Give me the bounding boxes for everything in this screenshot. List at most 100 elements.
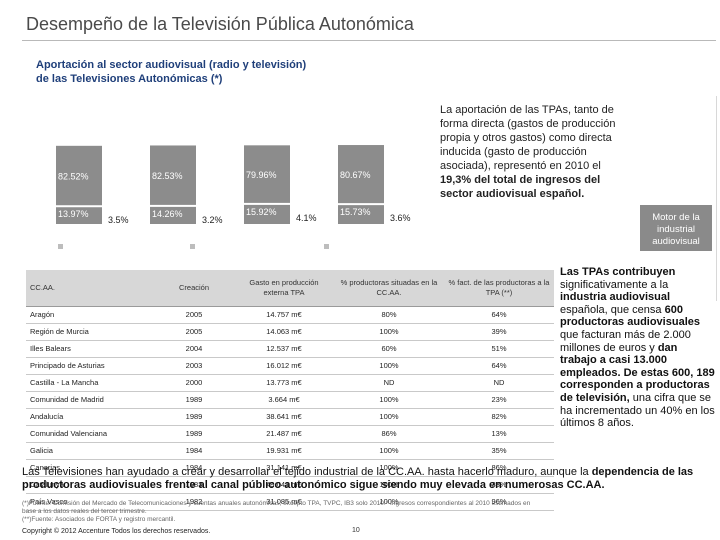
col-header-ccaa: CC.AA. (26, 270, 154, 307)
tpas-text-1: significativamente a la (560, 278, 669, 291)
table-cell: Canarias (26, 459, 154, 477)
label-side-1: 3.5% (108, 215, 129, 225)
bar-top-4 (338, 145, 384, 204)
contribution-description: La aportación de las TPAs, tanto de form… (440, 103, 635, 201)
table-cell: 51% (444, 340, 554, 358)
title-divider (22, 40, 716, 41)
table-cell: 100% (334, 493, 444, 511)
table-row: Galicia 1984 19.931 m€ 100% 35% (26, 442, 554, 460)
table-cell: 21.487 m€ (234, 425, 334, 443)
label-top-2: 82.53% (152, 171, 183, 181)
table-cell: 14.063 m€ (234, 323, 334, 341)
table-cell: 12.537 m€ (234, 340, 334, 358)
table-cell: 2005 (154, 323, 234, 341)
table-cell: 14.757 m€ (234, 306, 334, 324)
tpas-text-3: que facturan más de 2.000 millones de eu… (560, 328, 691, 354)
legend-marker-1 (58, 244, 63, 249)
tpas-description: Las TPAs contribuyen significativamente … (560, 266, 716, 430)
table-cell: 100% (334, 476, 444, 494)
tpas-bold-3: 600 productoras audiovisuales (560, 303, 700, 329)
table-cell: 31.085 m€ (234, 493, 334, 511)
tpas-bold-4: dan trabajo a casi 13.000 empleados. De … (560, 341, 715, 404)
table-cell: 1984 (154, 442, 234, 460)
table-cell: 13% (444, 425, 554, 443)
table-cell: 82% (444, 408, 554, 426)
side-divider (716, 96, 717, 301)
table-cell: 19.931 m€ (234, 442, 334, 460)
table-cell: Aragón (26, 306, 154, 324)
table-cell: 3.664 m€ (234, 391, 334, 409)
table-row: Illes Balears 2004 12.537 m€ 60% 51% (26, 340, 554, 358)
table-cell: 1989 (154, 408, 234, 426)
table-cell: 80% (334, 306, 444, 324)
conclusion-bold: dependencia de las productoras audiovisu… (22, 466, 694, 491)
table-cell: 100% (334, 391, 444, 409)
table-row: Región de Murcia 2005 14.063 m€ 100% 39% (26, 323, 554, 341)
label-top-3: 79.96% (246, 170, 277, 180)
table-cell: 1982 (154, 493, 234, 511)
table-cell: 2004 (154, 340, 234, 358)
table-header-row: CC.AA. Creación Gasto en producción exte… (26, 270, 554, 307)
chart-title-line1: Aportación al sector audiovisual (radio … (36, 59, 307, 71)
contribution-highlight: 19,3% del total de ingresos del sector a… (440, 174, 601, 200)
table-cell: 2003 (154, 357, 234, 375)
page-title: Desempeño de la Televisión Pública Auton… (26, 14, 414, 34)
table-cell: Castilla - La Mancha (26, 374, 154, 392)
bar-bottom-1 (56, 207, 102, 224)
chart-title: Aportación al sector audiovisual (radio … (36, 58, 396, 86)
table-cell: 35% (444, 442, 554, 460)
tpas-bold-1: Las TPAs contribuyen (560, 266, 676, 278)
note-line-1: (*)Fuente: Comisión del Mercado de Telec… (22, 500, 531, 515)
bar-bottom-3 (244, 204, 290, 224)
table-cell: 2000 (154, 374, 234, 392)
col-header-creacion: Creación (154, 270, 234, 307)
table-cell: 1989 (154, 391, 234, 409)
table-cell: 64% (444, 306, 554, 324)
legend-marker-3 (324, 244, 329, 249)
table-cell: ND (444, 374, 554, 392)
table-cell: 100% (334, 408, 444, 426)
table-cell: 49.041 m€ (234, 476, 334, 494)
table-cell: Comunidad Valenciana (26, 425, 154, 443)
table-cell: Illes Balears (26, 340, 154, 358)
col-header-productoras: % productoras situadas en la CC.AA. (334, 270, 444, 307)
label-top-4: 80.67% (340, 170, 371, 180)
table-cell: 96% (444, 493, 554, 511)
tpas-bold-2: industria audiovisual (560, 291, 671, 304)
table-cell: Andalucía (26, 408, 154, 426)
table-row: Principado de Asturias 2003 16.012 m€ 100% 6… (26, 357, 554, 375)
label-side-4: 3.6% (390, 213, 411, 223)
label-bottom-4: 15.73% (340, 207, 371, 217)
table-cell: 100% (334, 459, 444, 477)
table-cell: 86% (444, 459, 554, 477)
table-cell: Galicia (26, 442, 154, 460)
table-cell: Región de Murcia (26, 323, 154, 341)
bar-top-2 (150, 145, 196, 205)
col-header-gasto: Gasto en producción externa TPA (234, 270, 334, 307)
table-cell: 39% (444, 323, 554, 341)
table-row: Comunidad Valenciana 1989 21.487 m€ 86% 13% (26, 425, 554, 443)
conclusion-text: Las Televisiones han ayudado a crear y d… (22, 466, 714, 492)
source-notes: (*)Fuente: Comisión del Mercado de Telec… (22, 500, 542, 524)
contribution-text: La aportación de las TPAs, tanto de form… (440, 104, 616, 172)
copyright: Copyright © 2012 Accenture Todos los der… (22, 528, 211, 535)
table-cell: 38.641 m€ (234, 408, 334, 426)
bar-bottom-4 (338, 205, 384, 224)
table-row: Canarias 1984 31.141 m€ 100% 86% (26, 459, 554, 477)
table-row: País Vasco 1982 31.085 m€ 100% 96% (26, 493, 554, 511)
label-bottom-3: 15.92% (246, 207, 277, 217)
table-cell: 1984 (154, 459, 234, 477)
table-cell: Catalunya (26, 476, 154, 494)
table-cell: 13.773 m€ (234, 374, 334, 392)
label-bottom-2: 14.26% (152, 209, 183, 219)
table-cell: 31.141 m€ (234, 459, 334, 477)
chart-title-line2: de las Televisiones Autonómicas (*) (36, 73, 223, 85)
bar-top-3 (244, 145, 290, 203)
table-cell: 60% (334, 340, 444, 358)
table-cell: 100% (334, 442, 444, 460)
table-cell: 100% (334, 357, 444, 375)
table-cell: 33% (444, 476, 554, 494)
label-side-2: 3.2% (202, 215, 223, 225)
table-cell: 1983 (154, 476, 234, 494)
table-cell: Comunidad de Madrid (26, 391, 154, 409)
